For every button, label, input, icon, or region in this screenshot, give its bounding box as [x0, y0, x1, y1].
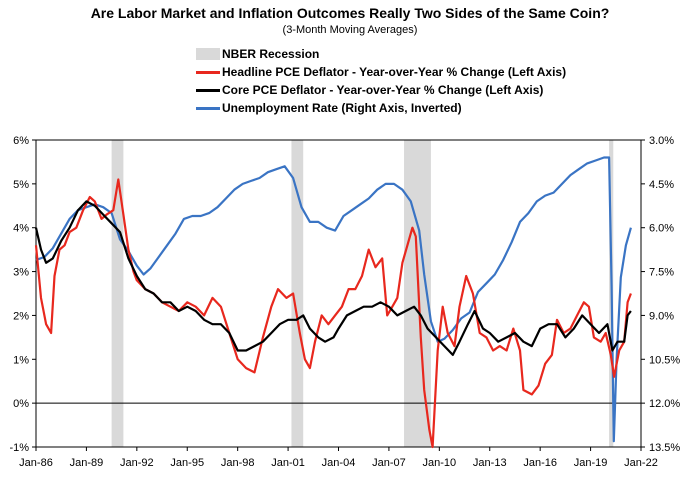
- left-axis-tick-label: 0%: [13, 398, 29, 410]
- right-axis-tick-label: 4.5%: [649, 179, 674, 191]
- series-line-core-pce: [34, 200, 632, 356]
- left-axis-tick-label: 1%: [13, 354, 29, 366]
- right-axis-tick-label: 10.5%: [649, 354, 680, 366]
- right-axis-tick-label: 12.0%: [649, 398, 680, 410]
- legend-swatch-core: [196, 89, 220, 92]
- x-axis-tick-label: Jan-92: [120, 457, 154, 469]
- left-axis-tick-label: 4%: [13, 223, 29, 235]
- legend-label-recession: NBER Recession: [222, 47, 320, 61]
- legend-swatch-unemployment: [196, 107, 220, 110]
- series-line-headline-pce: [34, 178, 632, 449]
- x-axis-tick-label: Jan-13: [473, 457, 507, 469]
- right-axis-tick-label: 13.5%: [649, 442, 680, 454]
- left-axis-tick-label: -1%: [9, 442, 29, 454]
- plot-frame: [35, 139, 642, 448]
- chart-subtitle: (3-Month Moving Averages): [282, 24, 418, 36]
- x-axis-tick-label: Jan-22: [624, 457, 658, 469]
- right-axis-tick-label: 9.0%: [649, 310, 674, 322]
- legend-label-headline: Headline PCE Deflator - Year-over-Year %…: [222, 65, 567, 79]
- right-axis-tick-label: 6.0%: [649, 223, 674, 235]
- x-axis-tick-label: Jan-16: [523, 457, 557, 469]
- left-axis-tick-label: 2%: [13, 310, 29, 322]
- recession-band-1: [291, 140, 304, 447]
- recession-band-0: [111, 140, 124, 447]
- x-axis-tick-label: Jan-04: [322, 457, 356, 469]
- x-axis-tick-label: Jan-98: [221, 457, 255, 469]
- legend-swatch-recession: [196, 48, 220, 60]
- x-axis-tick-label: Jan-89: [70, 457, 104, 469]
- right-axis-tick-label: 7.5%: [649, 267, 674, 279]
- right-axis-tick-label: 3.0%: [649, 135, 674, 147]
- x-axis-tick-label: Jan-19: [574, 457, 608, 469]
- left-axis-tick-label: 5%: [13, 179, 29, 191]
- x-axis-tick-label: Jan-07: [372, 457, 406, 469]
- legend-label-core: Core PCE Deflator - Year-over-Year % Cha…: [222, 83, 544, 97]
- x-axis-tick-label: Jan-86: [19, 457, 53, 469]
- left-axis-tick-label: 6%: [13, 135, 29, 147]
- series-line-unemployment: [35, 156, 632, 443]
- x-axis-tick-label: Jan-95: [170, 457, 204, 469]
- x-axis-tick-label: Jan-01: [271, 457, 305, 469]
- x-axis-tick-label: Jan-10: [423, 457, 457, 469]
- legend-swatch-headline: [196, 71, 220, 74]
- chart-title: Are Labor Market and Inflation Outcomes …: [90, 5, 610, 21]
- legend-label-unemployment: Unemployment Rate (Right Axis, Inverted): [222, 101, 462, 115]
- left-axis-tick-label: 3%: [13, 267, 29, 279]
